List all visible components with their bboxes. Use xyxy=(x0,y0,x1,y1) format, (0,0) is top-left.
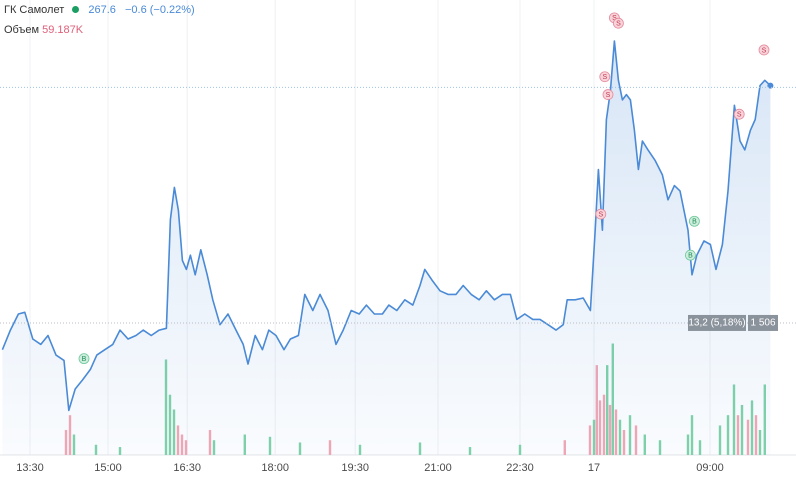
baseline-label-bg xyxy=(688,314,746,331)
volume-bar xyxy=(243,434,246,455)
volume-bar xyxy=(212,440,216,455)
volume-bar xyxy=(732,384,736,455)
volume-bar xyxy=(118,447,122,455)
signal-marker xyxy=(733,108,745,120)
signal-marker xyxy=(609,12,620,24)
volume-bar xyxy=(588,425,592,455)
signal-label: S xyxy=(616,21,621,28)
volume-bar xyxy=(718,425,722,455)
volume-bar xyxy=(608,404,612,455)
x-tick-label: 13:30 xyxy=(16,462,44,474)
signal-marker xyxy=(685,249,696,261)
price-line xyxy=(1,40,771,412)
volume-bar xyxy=(643,434,646,455)
volume-bar xyxy=(208,429,212,455)
volume-line: Объем 59.187K xyxy=(4,24,83,36)
volume-value: 59.187K xyxy=(42,24,84,36)
volume-bar xyxy=(563,440,566,455)
volume-bar xyxy=(592,419,596,455)
volume-bar xyxy=(740,404,744,455)
volume-label: Объем xyxy=(4,24,40,36)
volume-bar xyxy=(658,440,662,455)
change: −0.6 (−0.22%) xyxy=(124,4,195,16)
volume-bar xyxy=(726,415,730,455)
volume-bar xyxy=(184,440,188,455)
x-tick-label: 18:00 xyxy=(261,462,289,474)
volume-bar xyxy=(64,429,68,455)
volume-bar xyxy=(758,429,762,455)
volume-bar xyxy=(180,434,184,455)
volume-bar xyxy=(595,365,598,455)
signal-label: S xyxy=(602,74,607,81)
signal-label: S xyxy=(612,15,617,22)
signal-marker xyxy=(689,215,700,227)
instrument-name: ГК Самолет xyxy=(4,4,65,16)
signal-marker xyxy=(78,353,90,365)
volume-bar xyxy=(606,365,609,455)
signal-label: S xyxy=(598,211,603,218)
volume-bar xyxy=(164,359,168,455)
price: 267.6 xyxy=(88,4,116,16)
signal-marker xyxy=(613,17,624,29)
baseline-change: 13,2 (5,18%) xyxy=(688,318,745,329)
volume-bar xyxy=(746,419,750,455)
baseline-count-bg xyxy=(748,314,778,331)
volume-bar xyxy=(750,400,754,455)
x-tick-label: 15:00 xyxy=(94,462,122,474)
header-line: ГК Самолет 267.6 −0.6 (−0.22%) xyxy=(4,4,195,16)
volume-bar xyxy=(72,434,76,455)
volume-bar xyxy=(176,425,180,455)
last-point xyxy=(767,82,774,89)
volume-bar xyxy=(468,447,472,455)
x-tick-label: 22:30 xyxy=(506,462,534,474)
status-dot xyxy=(72,6,80,13)
volume-bar xyxy=(268,436,272,455)
signal-label: B xyxy=(82,356,87,363)
volume-bar xyxy=(698,440,702,455)
volume-bar xyxy=(602,394,606,455)
price-area xyxy=(2,41,771,455)
volume-bar xyxy=(68,415,72,455)
volume-bar xyxy=(754,415,758,455)
volume-bar xyxy=(618,419,622,455)
volume-bar xyxy=(736,415,740,455)
x-tick-label: 19:30 xyxy=(341,462,369,474)
signal-marker xyxy=(758,44,770,56)
volume-bar xyxy=(168,394,172,455)
volume-bar xyxy=(614,409,618,455)
volume-bar xyxy=(690,415,694,455)
volume-bar xyxy=(518,444,522,455)
x-tick-label: 16:30 xyxy=(173,462,201,474)
volume-bar xyxy=(622,429,626,455)
volume-bar xyxy=(358,444,362,455)
signal-marker xyxy=(599,71,611,83)
signal-marker xyxy=(602,89,614,100)
signal-label: B xyxy=(688,253,693,260)
x-tick-label: 09:00 xyxy=(696,462,724,474)
baseline-count: 1 506 xyxy=(750,318,775,329)
volume-bar xyxy=(94,444,98,455)
x-tick-label: 17 xyxy=(588,462,600,474)
volume-bar xyxy=(598,400,602,455)
volume-bar xyxy=(172,409,176,455)
volume-bar xyxy=(634,425,638,455)
volume-bar xyxy=(763,384,766,455)
signal-label: S xyxy=(762,47,767,54)
volume-bar xyxy=(418,442,422,455)
signal-label: S xyxy=(606,92,611,99)
volume-bar xyxy=(686,434,690,455)
signal-label: B xyxy=(692,219,697,226)
volume-bar xyxy=(298,442,302,455)
volume-bar xyxy=(328,440,332,455)
x-tick-label: 21:00 xyxy=(424,462,452,474)
signal-label: S xyxy=(737,112,742,119)
signal-marker xyxy=(595,208,607,220)
volume-bar xyxy=(611,343,614,455)
volume-bar xyxy=(628,415,632,455)
